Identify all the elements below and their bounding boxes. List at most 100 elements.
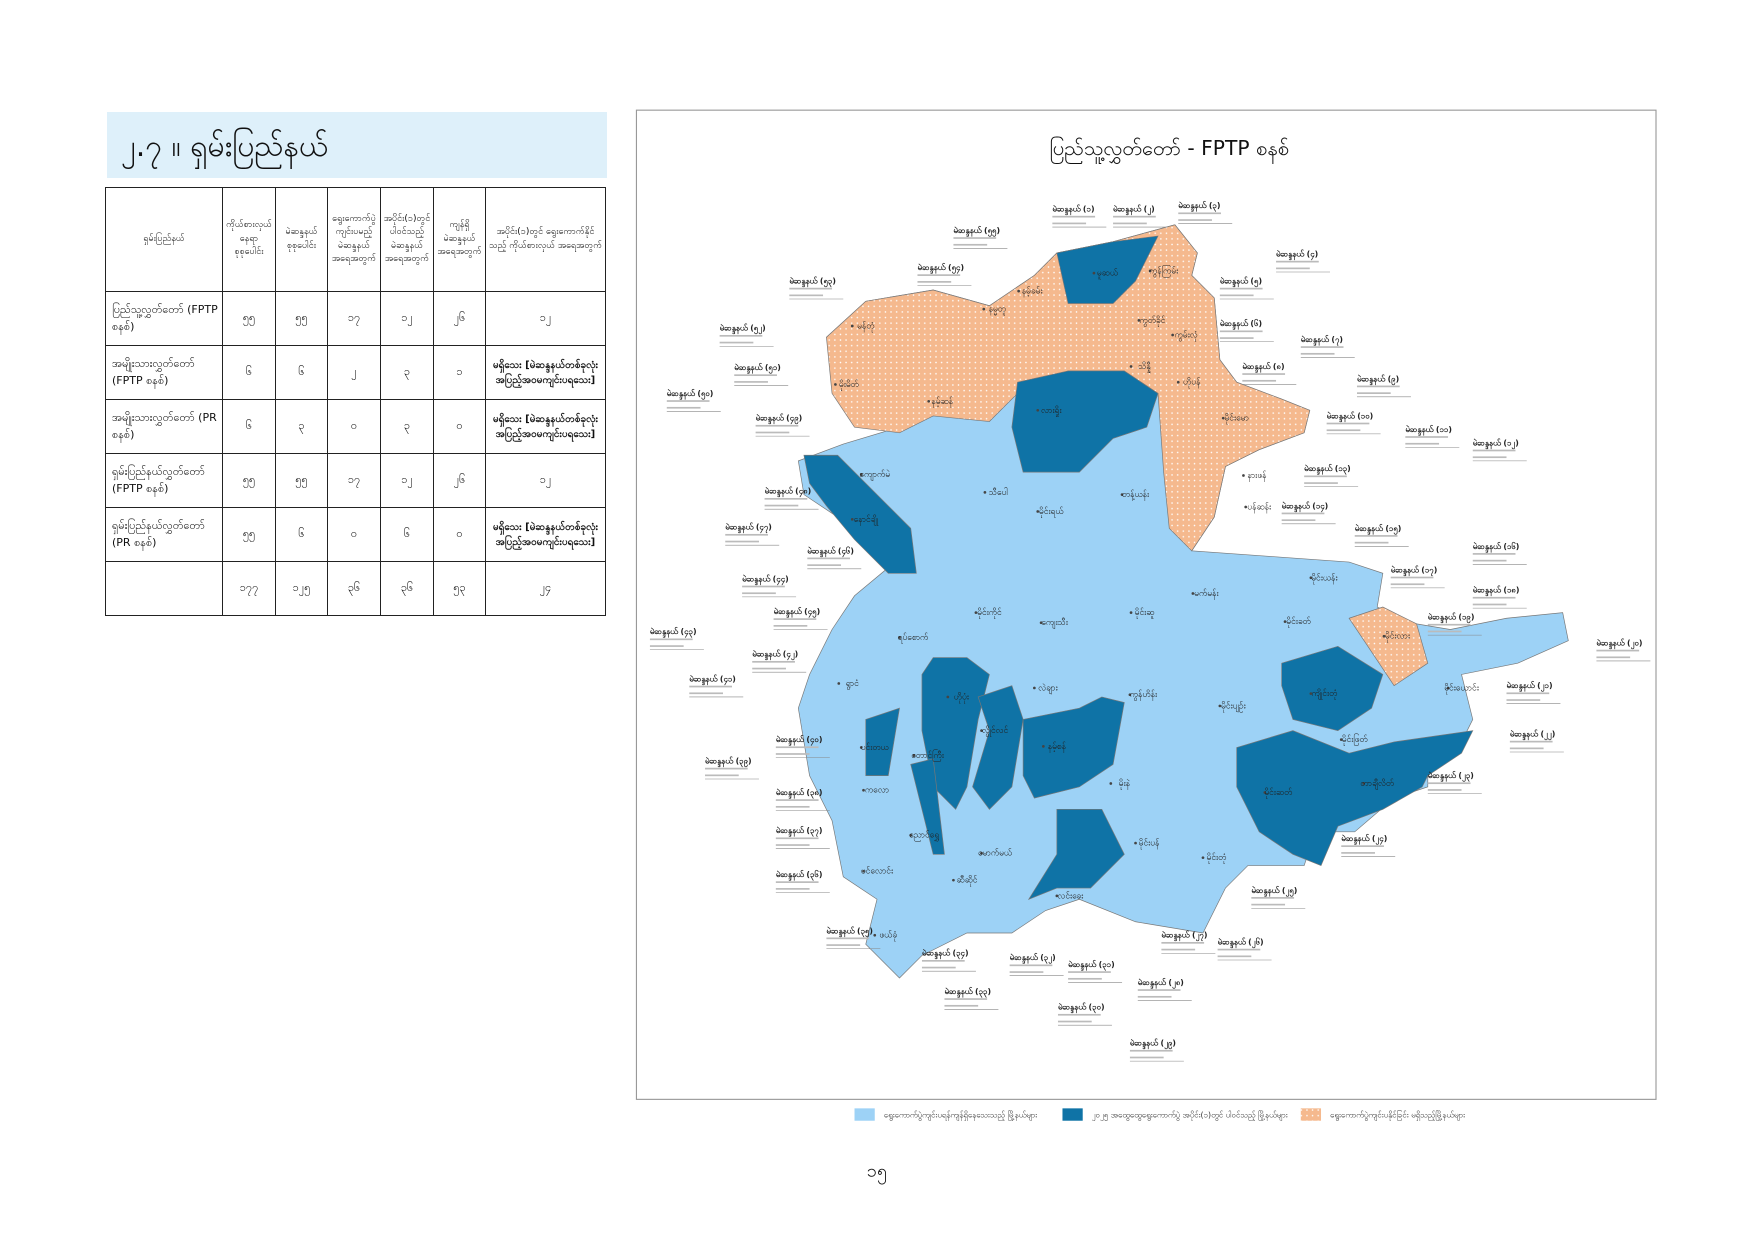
callout-detail xyxy=(1326,422,1370,425)
callout-detail xyxy=(1506,692,1550,695)
township-name: မောက်မယ် xyxy=(978,848,1013,858)
township-name: မိုးမိတ် xyxy=(839,379,859,391)
callout-detail xyxy=(755,431,790,434)
township-name: တန့်ယန်း xyxy=(1122,489,1150,501)
callout-detail xyxy=(773,618,817,620)
town-dot xyxy=(1148,269,1152,273)
constituency-label: မဲဆန္ဒနယ် (၃၇) xyxy=(776,825,823,838)
callout-detail xyxy=(1304,482,1338,484)
town-dot xyxy=(980,851,983,855)
callout-detail xyxy=(1217,948,1261,951)
callout-detail xyxy=(755,424,799,427)
town-dot xyxy=(982,307,986,311)
region-phase-one xyxy=(1027,809,1125,900)
table-cell: ၁၂ xyxy=(380,453,434,508)
callout-detail xyxy=(1356,392,1391,394)
town-dot xyxy=(974,611,978,614)
constituency-label: မဲဆန္ဒနယ် (၉) xyxy=(1357,373,1399,386)
page-number: ၁၅ xyxy=(867,1160,887,1184)
callout-detail xyxy=(1178,212,1221,215)
township-name: သီပေါ xyxy=(988,487,1009,497)
callout-detail xyxy=(1113,215,1156,218)
constituency-label: မဲဆန္ဒနယ် (၃) xyxy=(1178,200,1220,213)
table-cell: ၃၆ xyxy=(380,561,434,616)
constituency-label: မဲဆန္ဒနယ် (၄၅) xyxy=(774,606,821,619)
region-phase-one xyxy=(972,685,1024,810)
town-dot xyxy=(1221,416,1225,420)
table-row: ရှမ်းပြည်နယ်လွှတ်တော် (PR စနစ်) ၅၅၆၀၆၀မရှ… xyxy=(105,507,606,562)
constituency-label: မဲဆန္ဒနယ် (၇) xyxy=(1301,334,1343,347)
callout-detail xyxy=(1242,379,1277,382)
callout-detail xyxy=(1304,475,1347,478)
callout-detail xyxy=(917,274,961,276)
town-dot xyxy=(1120,493,1124,496)
callout-detail xyxy=(773,624,808,627)
town-dot xyxy=(927,399,931,403)
callout-detail xyxy=(775,799,819,801)
callout-detail xyxy=(1219,330,1263,333)
constituency-label: မဲဆန္ဒနယ် (၃၅) xyxy=(826,925,873,938)
constituency-label: မဲဆန္ဒနယ် (၁၀) xyxy=(1327,410,1374,423)
table-cell: အပိုင်း(၁)တွင် ပါဝင်သည့် မဲဆန္ဒနယ် အရေအတ… xyxy=(380,187,434,292)
table-cell: ၆ xyxy=(275,345,328,400)
constituency-label: မဲဆန္ဒနယ် (၃၁) xyxy=(1068,959,1115,972)
constituency-label: မဲဆန္ဒနယ် (၃၃) xyxy=(944,986,991,999)
township-name: ကွတ်ခိုင် xyxy=(1139,315,1165,327)
township-name: ရွာငံ xyxy=(846,678,859,690)
township-name: သိန္နီ xyxy=(1137,361,1151,374)
callout-detail xyxy=(649,638,693,641)
table-row: ပြည်သူ့လွှတ်တော် (FPTP စနစ်) ၅၅ ၅၅ ၁၇ ၁၂ ၂၆ ၁၂ xyxy=(105,291,606,346)
constituency-label: မဲဆန္ဒနယ် (၁၉) xyxy=(1428,612,1475,625)
town-dot xyxy=(1201,856,1205,860)
constituency-label: မဲဆန္ဒနယ် (၂၃) xyxy=(1428,770,1474,783)
callout-detail xyxy=(944,998,988,1000)
table-cell: ပြည်သူ့လွှတ်တော် (FPTP စနစ်) xyxy=(105,291,223,346)
constituency-label: မဲဆန္ဒနယ် (၅) xyxy=(1220,276,1262,289)
township-name: နမ့်စန် xyxy=(1048,741,1067,753)
town-dot xyxy=(1339,738,1343,742)
callout-detail xyxy=(775,837,819,840)
table-cell: ၁၂ xyxy=(485,291,606,346)
town-dot xyxy=(909,833,913,837)
callout-detail xyxy=(1276,260,1319,263)
town-dot xyxy=(1042,745,1045,748)
callout-detail xyxy=(725,533,768,536)
town-dot xyxy=(912,754,916,757)
table-cell: ၂၄ xyxy=(485,561,606,616)
callout-detail xyxy=(1427,630,1462,633)
callout-detail xyxy=(1300,352,1335,355)
title-box: ၂.၇ ။ ရှမ်းပြည်နယ် xyxy=(107,112,607,178)
constituency-label: မဲဆန္ဒနယ် (၄၆) xyxy=(807,545,854,558)
constituency-label: မဲဆန္ဒနယ် (၄၁) xyxy=(689,673,736,686)
township-name: မိုင်းတုံ xyxy=(1207,852,1227,864)
table-cell: အပိုင်း(၁)တွင် ရွေးကောက်နိုင်သည့် ကိုယ်စ… xyxy=(485,187,606,292)
town-dot xyxy=(1017,289,1020,293)
callout-detail xyxy=(775,844,810,846)
callout-detail xyxy=(705,767,748,770)
table-cell: မရှိသေး [မဲဆန္ဒနယ်တစ်ခုလုံး အပြည့်အဝမကျင… xyxy=(485,345,606,400)
constituency-label: မဲဆန္ဒနယ် (၄၃) xyxy=(650,626,697,639)
table-cell: ၅၅ xyxy=(275,291,328,346)
callout-detail xyxy=(1178,219,1212,221)
constituency-label: မဲဆန္ဒနယ် (၄) xyxy=(1276,249,1318,262)
callout-detail xyxy=(725,540,759,543)
callout-detail xyxy=(1113,222,1147,225)
table-row: ရှမ်းပြည်နယ် ကိုယ်စားလှယ် နေရာ စုစုပေါင်း… xyxy=(105,187,606,292)
callout-detail xyxy=(775,888,810,890)
callout-detail xyxy=(666,406,701,409)
table-cell: ရွေးကောက်ပွဲ ကျင်းပမည့် မဲဆန္ဒနယ် အရေအတွ… xyxy=(327,187,381,292)
summary-table: ရှမ်းပြည်နယ် ကိုယ်စားလှယ် နေရာ စုစုပေါင်း… xyxy=(105,187,606,616)
callout-detail xyxy=(734,374,777,377)
town-dot xyxy=(983,491,987,494)
town-dot xyxy=(850,324,854,328)
township-name: ကျိုင်းတုံ xyxy=(1311,688,1337,700)
town-dot xyxy=(1218,704,1222,708)
callout-detail xyxy=(1052,215,1096,218)
town-dot xyxy=(1309,692,1313,695)
constituency-label: မဲဆန္ဒနယ် (၃၆) xyxy=(776,869,823,882)
town-dot xyxy=(1109,782,1113,785)
callout-detail xyxy=(1405,436,1449,438)
callout-detail xyxy=(1326,429,1361,432)
legend-label: ၂၀၂၅ အထွေထွေရွေးကောက်ပွဲ အပိုင်း(၁)တွင် … xyxy=(1092,1109,1289,1122)
